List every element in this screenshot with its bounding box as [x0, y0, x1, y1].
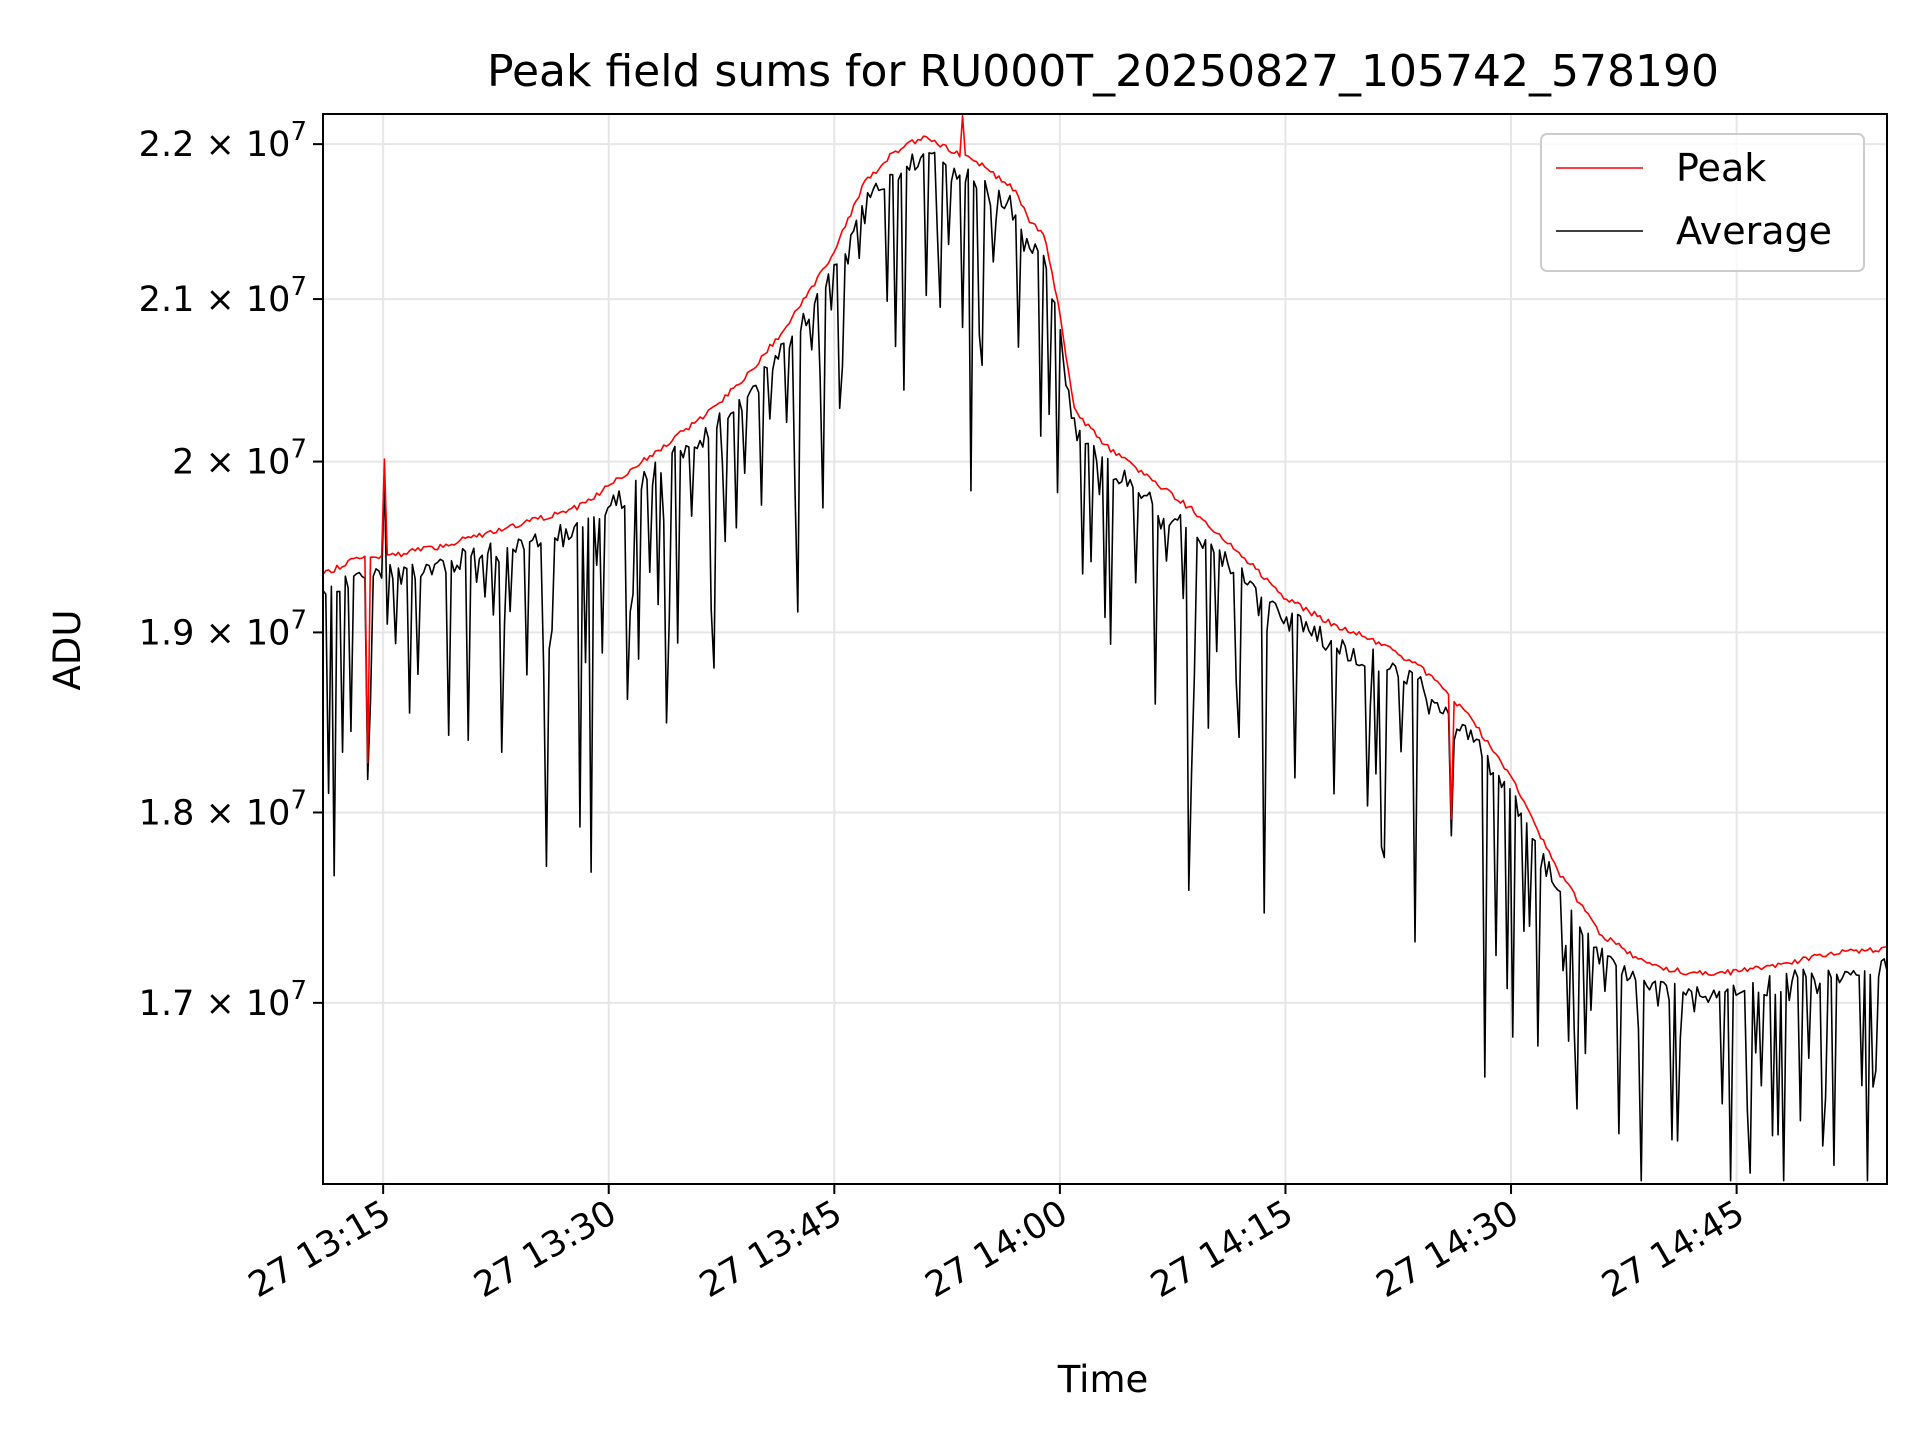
chart-title: Peak field sums for RU000T_20250827_1057…	[487, 46, 1719, 97]
grid	[323, 114, 1887, 1184]
y-tick-label: 1.7 × 107	[139, 976, 307, 1024]
legend-label-peak: Peak	[1676, 146, 1766, 190]
y-tick-label: 1.8 × 107	[139, 785, 307, 833]
series-line-average	[322, 151, 1888, 1182]
legend-label-average: Average	[1676, 209, 1832, 253]
y-tick-label: 2.2 × 107	[139, 117, 307, 165]
y-tick-label: 2 × 107	[172, 435, 307, 483]
legend: Peak Average	[1540, 133, 1865, 272]
x-axis-label: Time	[1057, 1358, 1149, 1401]
series-line-peak	[322, 114, 1888, 976]
y-tick-label: 1.9 × 107	[139, 605, 307, 653]
series-layer	[322, 114, 1888, 1182]
plot-frame	[322, 113, 1888, 1185]
y-axis-label: ADU	[46, 610, 89, 691]
y-tick-label: 2.1 × 107	[139, 272, 307, 320]
y-axis: 1.7 × 107 1.8 × 107 1.9 × 107 2 × 107 2.1 × …	[139, 117, 323, 1024]
